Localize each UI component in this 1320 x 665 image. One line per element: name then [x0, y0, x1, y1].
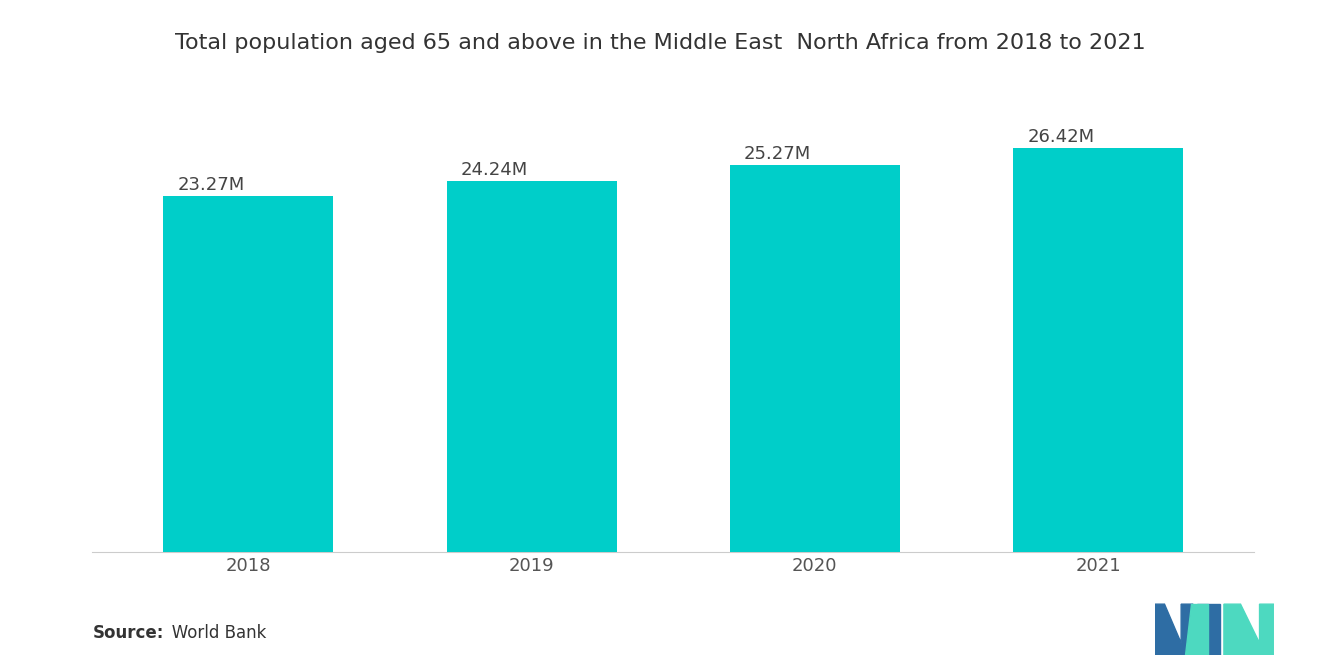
Text: 23.27M: 23.27M [177, 176, 244, 194]
Bar [446, 181, 616, 552]
Text: 26.42M: 26.42M [1027, 128, 1094, 146]
Polygon shape [1155, 604, 1193, 655]
Text: 24.24M: 24.24M [461, 161, 528, 179]
Polygon shape [1185, 604, 1209, 655]
Text: World Bank: World Bank [156, 624, 267, 642]
Text: 25.27M: 25.27M [744, 145, 812, 163]
Bar [730, 166, 900, 552]
Text: Source:: Source: [92, 624, 164, 642]
Polygon shape [1196, 604, 1220, 655]
Bar [164, 196, 333, 552]
Bar [1014, 148, 1183, 552]
Polygon shape [1224, 604, 1274, 655]
Text: Total population aged 65 and above in the Middle East  North Africa from 2018 to: Total population aged 65 and above in th… [174, 33, 1146, 53]
